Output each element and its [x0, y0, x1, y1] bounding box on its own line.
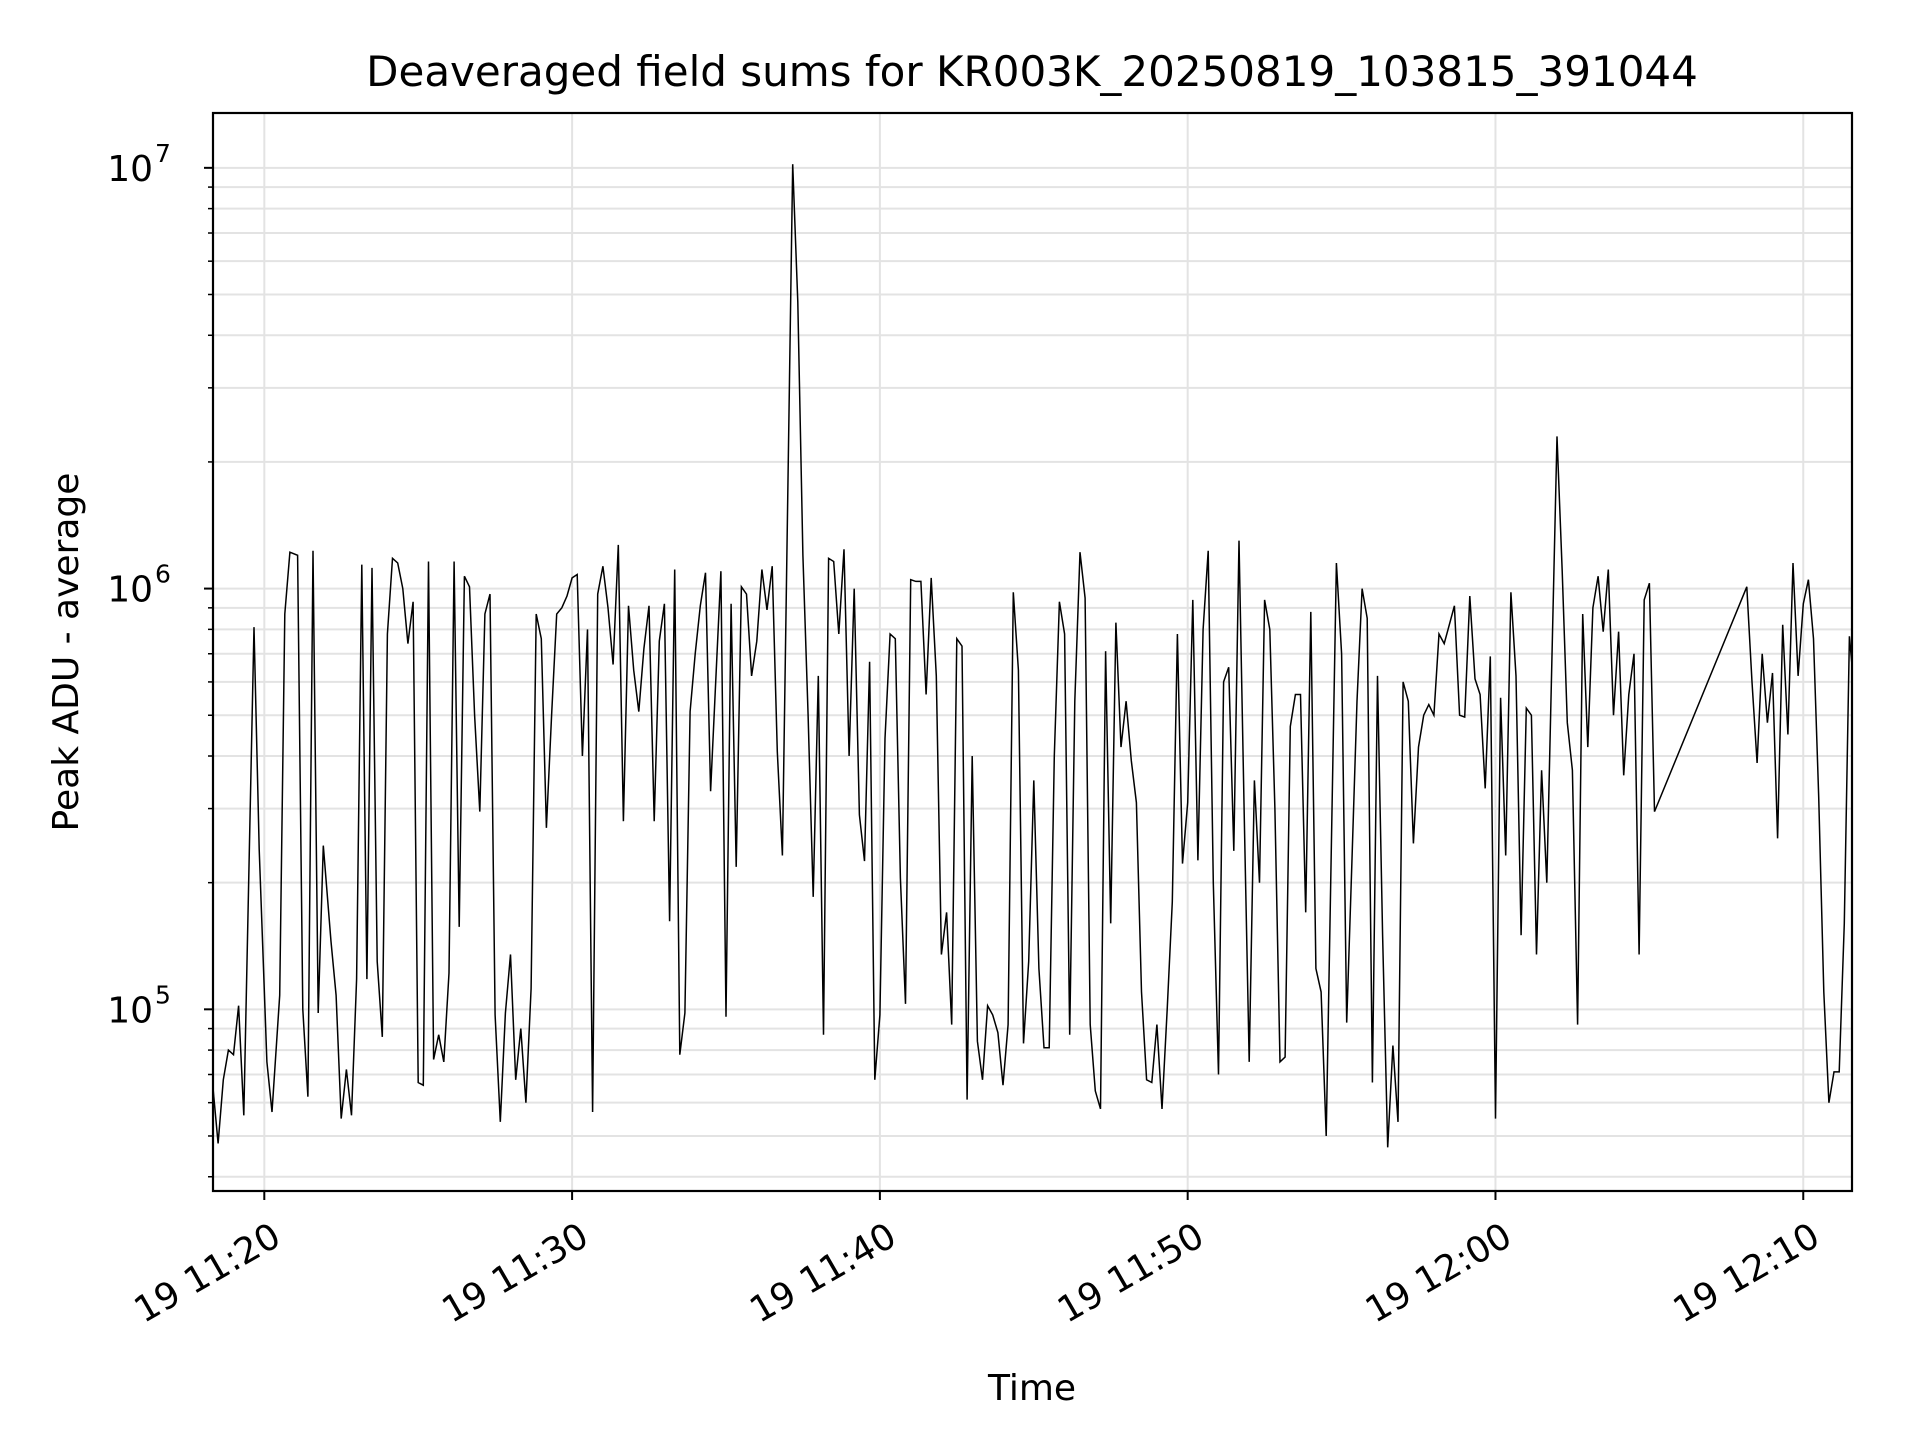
y-tick-label-exponent: 7 — [155, 139, 171, 168]
y-axis-label: Peak ADU - average — [46, 473, 87, 832]
grid — [213, 113, 1852, 1191]
x-axis-label: Time — [987, 1368, 1076, 1409]
series-line — [213, 164, 1852, 1148]
y-tick-label-exponent: 6 — [155, 560, 171, 589]
y-tick-label-exponent: 5 — [155, 980, 171, 1009]
chart-title: Deaveraged field sums for KR003K_2025081… — [366, 47, 1698, 96]
plot-frame — [211, 111, 1854, 1193]
plot-area — [213, 164, 1852, 1148]
y-tick-label: 10 — [107, 149, 153, 190]
y-tick-label: 10 — [107, 570, 153, 611]
y-tick-label: 10 — [107, 990, 153, 1031]
